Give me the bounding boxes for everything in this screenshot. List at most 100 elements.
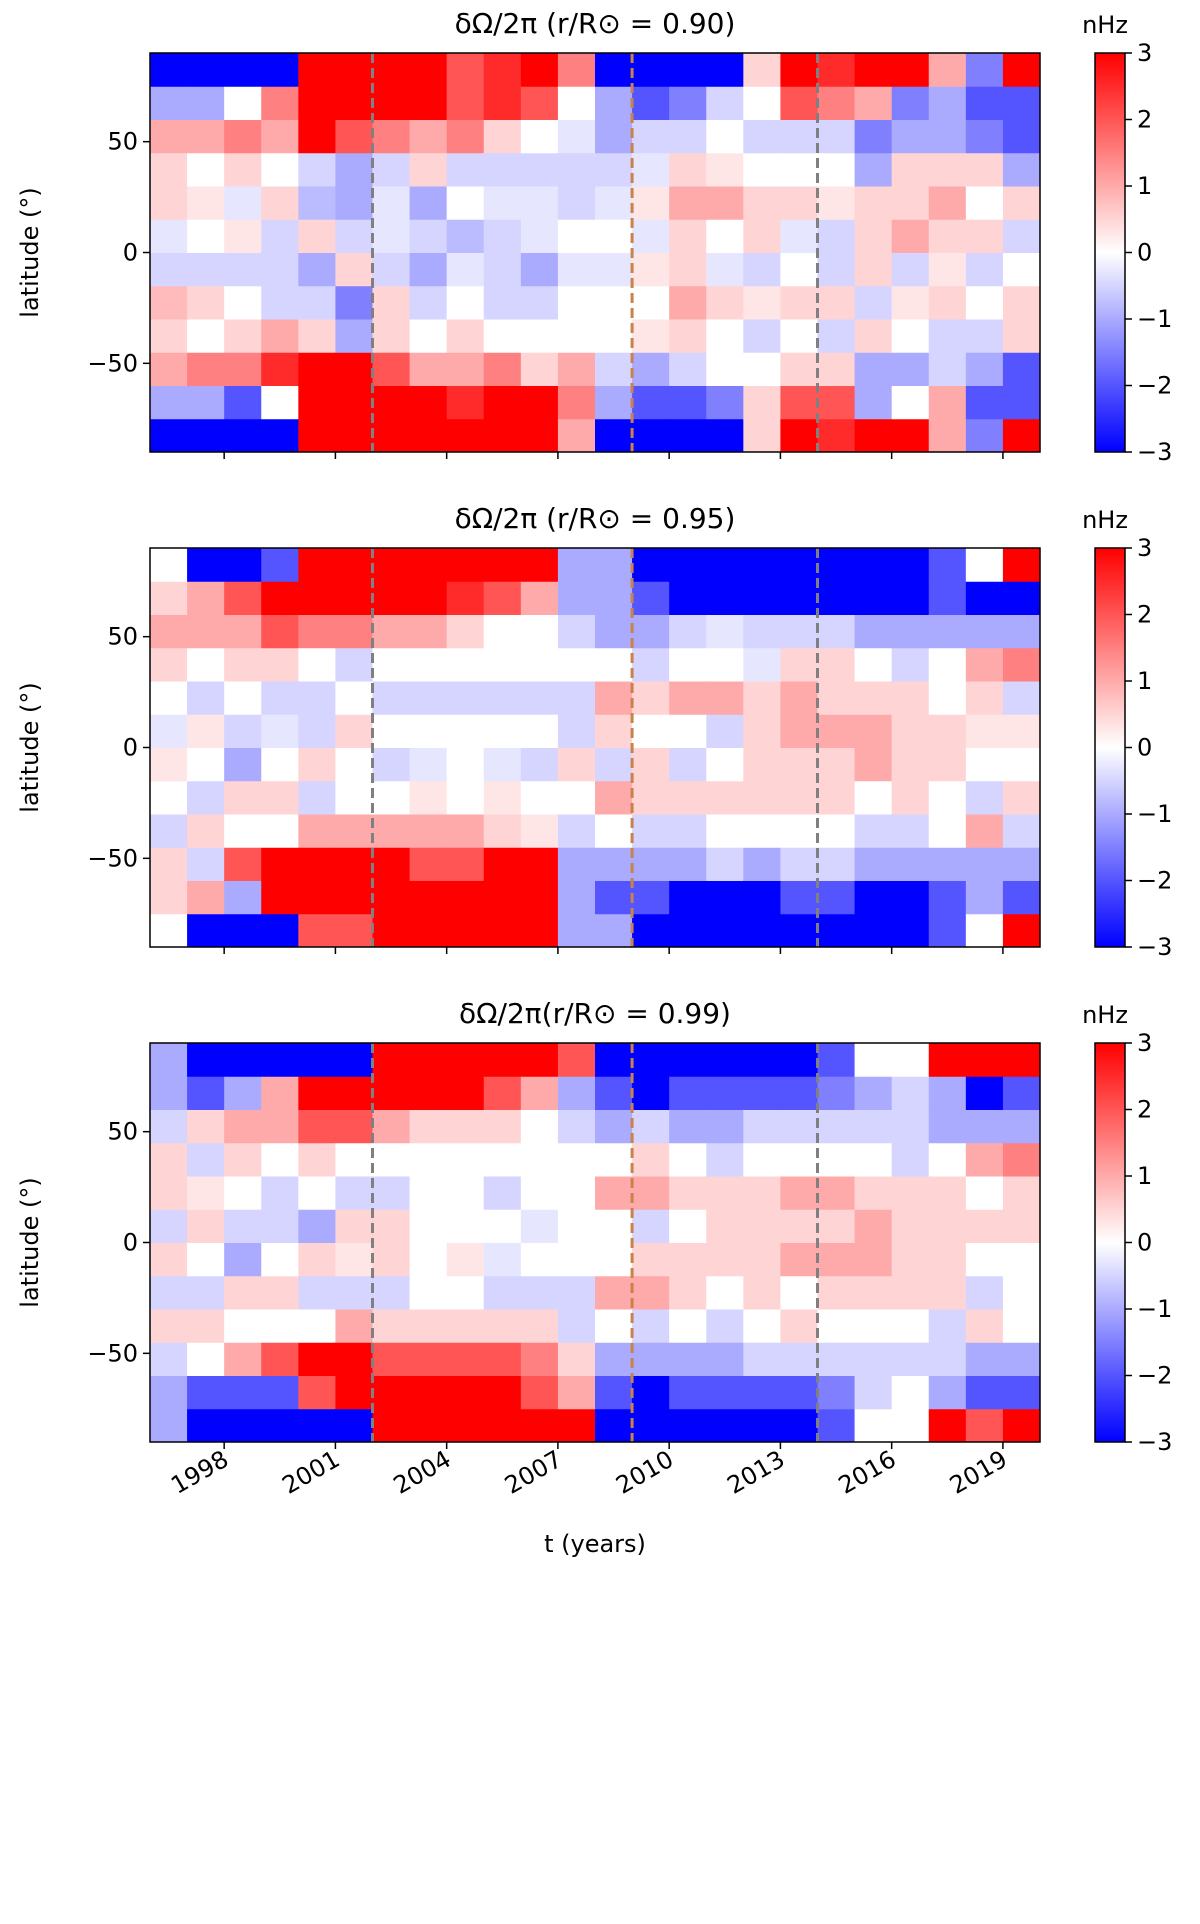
heatmap-cell — [224, 581, 262, 615]
heatmap-cell — [298, 614, 336, 649]
heatmap-cell — [483, 1043, 522, 1077]
heatmap-cell — [261, 119, 299, 154]
heatmap-cell — [817, 780, 856, 815]
heatmap-cell — [372, 119, 411, 154]
heatmap-cell — [743, 285, 781, 320]
heatmap-cell — [557, 747, 596, 782]
heatmap-cell — [150, 1043, 188, 1077]
y-axis-label: latitude (°) — [16, 187, 44, 317]
heatmap-cell — [298, 152, 336, 187]
heatmap-cell — [928, 1176, 967, 1210]
heatmap-cell — [780, 86, 818, 120]
heatmap-cell — [854, 86, 893, 120]
heatmap-cell — [706, 1142, 744, 1177]
heatmap-cell — [854, 1209, 893, 1243]
heatmap-cell — [632, 285, 670, 320]
heatmap-cell — [446, 1309, 485, 1343]
heatmap-cell — [261, 352, 299, 386]
heatmap-cell — [520, 1309, 559, 1343]
heatmap-cell — [706, 614, 744, 649]
heatmap-cell — [335, 581, 373, 615]
heatmap-cell — [632, 581, 670, 615]
heatmap-cell — [632, 880, 670, 915]
heatmap-cell — [335, 780, 373, 815]
heatmap-cell — [854, 285, 893, 320]
heatmap-cell — [372, 1176, 411, 1210]
heatmap-cell — [446, 285, 485, 320]
heatmap-cell — [928, 1375, 967, 1410]
heatmap-cell — [854, 913, 893, 948]
heatmap-cell — [928, 1275, 967, 1310]
heatmap-cell — [261, 714, 299, 748]
heatmap-cell — [446, 647, 485, 682]
heatmap-panel — [150, 1043, 1041, 1443]
y-axis-label: latitude (°) — [16, 1177, 44, 1307]
heatmap-cell — [483, 1142, 522, 1177]
colorbar-tick-label: −2 — [1137, 372, 1172, 400]
heatmap-cell — [557, 1043, 596, 1077]
heatmap-cell — [928, 913, 967, 948]
heatmap-cell — [520, 1076, 559, 1110]
heatmap-cell — [150, 1076, 188, 1110]
heatmap-cell — [224, 814, 262, 848]
heatmap-cell — [224, 1176, 262, 1210]
heatmap-cell — [298, 186, 336, 220]
colorbar-tick-label: 0 — [1137, 734, 1152, 762]
heatmap-cell — [928, 119, 967, 154]
heatmap-cell — [187, 1242, 225, 1277]
colorbar-label: nHz — [1082, 1001, 1128, 1029]
heatmap-cell — [261, 285, 299, 320]
heatmap-cell — [557, 1109, 596, 1144]
heatmap-cell — [335, 1408, 373, 1443]
heatmap-cell — [891, 681, 930, 715]
heatmap-cell — [187, 614, 225, 649]
heatmap-cell — [150, 319, 188, 353]
heatmap-cell — [150, 119, 188, 154]
heatmap-cell — [224, 1142, 262, 1177]
heatmap-cell — [632, 1309, 670, 1343]
heatmap-cell — [261, 647, 299, 682]
heatmap-cell — [595, 747, 633, 782]
heatmap-cell — [780, 614, 818, 649]
heatmap-cell — [187, 385, 225, 420]
heatmap-cell — [261, 1176, 299, 1210]
heatmap-cell — [409, 418, 448, 453]
heatmap-cell — [706, 53, 744, 87]
heatmap-cell — [706, 714, 744, 748]
heatmap-cell — [965, 681, 1004, 715]
heatmap-cell — [928, 548, 967, 582]
heatmap-cell — [632, 418, 670, 453]
heatmap-cell — [150, 53, 188, 87]
heatmap-cell — [1002, 1142, 1041, 1177]
heatmap-cell — [224, 319, 262, 353]
heatmap-cell — [150, 285, 188, 320]
heatmap-cell — [854, 747, 893, 782]
heatmap-cell — [817, 1275, 856, 1310]
heatmap-cell — [706, 86, 744, 120]
heatmap-cell — [780, 252, 818, 287]
heatmap-cell — [187, 186, 225, 220]
heatmap-cell — [706, 1176, 744, 1210]
heatmap-cell — [298, 1176, 336, 1210]
heatmap-cell — [632, 219, 670, 253]
y-tick-label: 50 — [107, 128, 138, 156]
heatmap-cell — [261, 814, 299, 848]
heatmap-cell — [743, 1375, 781, 1410]
heatmap-cell — [743, 1109, 781, 1144]
heatmap-cell — [1002, 385, 1041, 420]
heatmap-cell — [817, 548, 856, 582]
heatmap-cell — [150, 581, 188, 615]
x-tick-label: 1998 — [166, 1445, 233, 1500]
heatmap-cell — [743, 714, 781, 748]
heatmap-cell — [409, 1076, 448, 1110]
heatmap-cell — [409, 1109, 448, 1144]
x-tick-label: 2007 — [500, 1445, 567, 1500]
heatmap-cell — [224, 285, 262, 320]
heatmap-cell — [743, 53, 781, 87]
heatmap-cell — [928, 1309, 967, 1343]
heatmap-cell — [483, 714, 522, 748]
heatmap-cell — [557, 681, 596, 715]
heatmap-cell — [817, 1209, 856, 1243]
heatmap-cell — [595, 1309, 633, 1343]
